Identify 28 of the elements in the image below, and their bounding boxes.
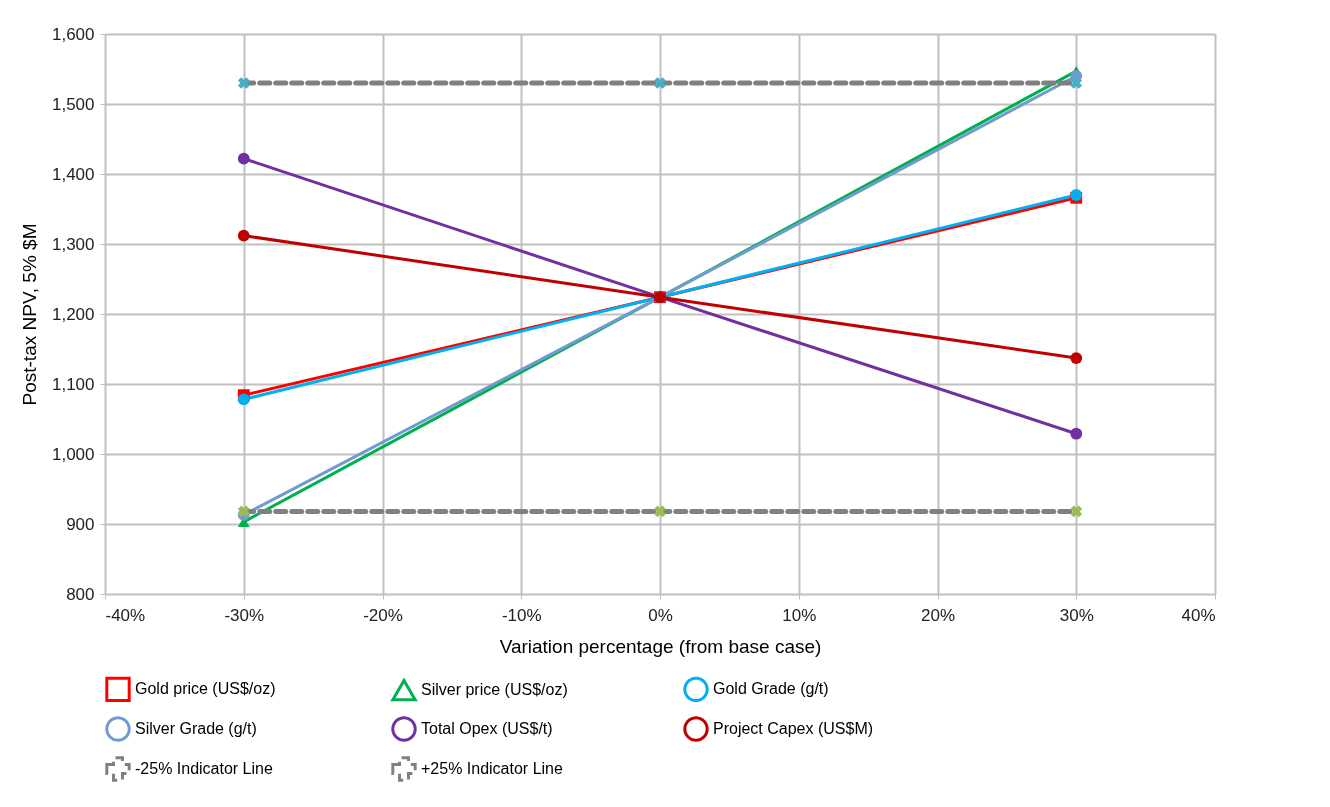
y-tick-label: 1,300 — [51, 234, 95, 254]
y-axis-title: Post-tax NPV, 5% $M — [18, 223, 40, 406]
legend-label: Gold Grade (g/t) — [713, 680, 829, 698]
x-tick-label: 10% — [782, 605, 817, 625]
y-tick-label: 1,200 — [51, 304, 95, 324]
y-tick-label: 1,100 — [51, 374, 95, 394]
legend-label: Total Opex (US$/t) — [421, 720, 553, 737]
legend-label: Silver Grade (g/t) — [135, 720, 257, 737]
x-tick-label: 0% — [648, 605, 673, 625]
y-tick-label: 1,000 — [51, 444, 95, 464]
y-tick-label: 900 — [66, 514, 95, 534]
x-tick-label: 40% — [1181, 605, 1216, 625]
legend-label: Silver price (US$/oz) — [421, 681, 568, 699]
x-tick-label: -20% — [363, 605, 403, 625]
x-tick-label: 30% — [1059, 605, 1094, 625]
x-tick-label: -30% — [224, 605, 265, 625]
legend-label: Gold price (US$/oz) — [135, 680, 276, 698]
legend-label: +25% Indicator Line — [421, 760, 563, 777]
legend-label: Project Capex (US$M) — [713, 720, 874, 737]
x-tick-label: -10% — [501, 605, 542, 625]
x-tick-label: 20% — [920, 605, 956, 625]
y-tick-label: 1,500 — [51, 94, 95, 114]
x-tick-label: -40% — [105, 605, 146, 625]
y-tick-label: 1,400 — [51, 164, 95, 184]
y-tick-label: 1,600 — [51, 24, 95, 44]
legend-label: -25% Indicator Line — [135, 760, 273, 777]
y-tick-label: 800 — [66, 584, 95, 604]
x-axis-title: Variation percentage (from base case) — [499, 635, 822, 657]
